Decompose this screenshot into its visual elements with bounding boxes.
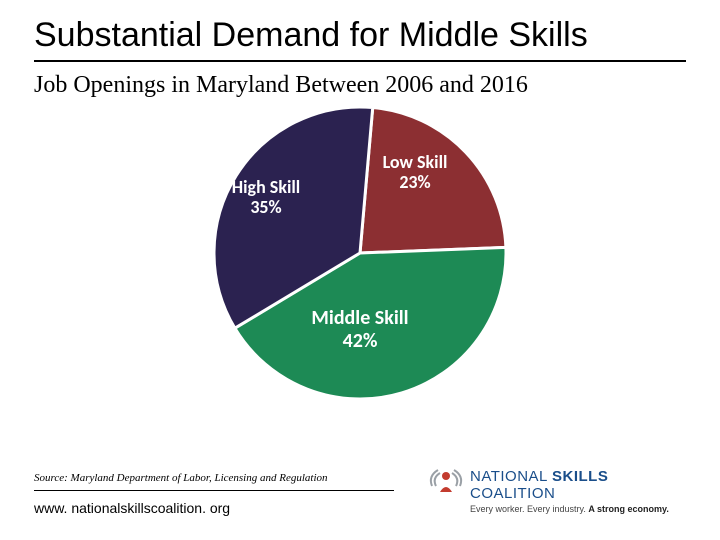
logo-body xyxy=(440,487,452,492)
logo-tag-2: Every industry. xyxy=(527,504,588,514)
pie-label-name-low: Low Skill xyxy=(355,152,475,173)
title-rule xyxy=(34,60,686,62)
footer-rule xyxy=(34,490,394,491)
pie-label-middle: Middle Skill42% xyxy=(300,307,420,353)
slide-subtitle: Job Openings in Maryland Between 2006 an… xyxy=(34,72,686,99)
slide-title: Substantial Demand for Middle Skills xyxy=(34,18,686,54)
pie-label-pct-middle: 42% xyxy=(300,330,420,353)
logo-tagline: Every worker. Every industry. A strong e… xyxy=(470,504,686,514)
logo-arc-2 xyxy=(435,473,440,486)
logo-word-2: SKILLS xyxy=(552,468,608,485)
source-citation: Source: Maryland Department of Labor, Li… xyxy=(34,472,328,484)
pie-label-low: Low Skill23% xyxy=(355,152,475,193)
pie-label-high: High Skill35% xyxy=(206,177,326,218)
pie-svg xyxy=(214,107,506,399)
pie-label-pct-low: 23% xyxy=(355,172,475,193)
pie-label-name-middle: Middle Skill xyxy=(300,307,420,330)
logo-arc-4 xyxy=(452,473,457,486)
logo-word-1: NATIONAL xyxy=(470,468,552,485)
logo-word-3: COALITION xyxy=(470,485,555,502)
pie-label-pct-high: 35% xyxy=(206,197,326,218)
footer-url: www. nationalskillscoalition. org xyxy=(34,500,230,516)
logo: NATIONAL SKILLS COALITION Every worker. … xyxy=(426,462,686,520)
slide: Substantial Demand for Middle Skills Job… xyxy=(0,0,720,540)
logo-tag-3: A strong economy. xyxy=(588,504,669,514)
pie-chart: Low Skill23% Middle Skill42% High Skill35% xyxy=(34,107,686,417)
logo-tag-1: Every worker. xyxy=(470,504,527,514)
logo-head xyxy=(442,472,450,480)
pie-label-name-high: High Skill xyxy=(206,177,326,198)
logo-text: NATIONAL SKILLS COALITION xyxy=(470,468,686,502)
logo-icon xyxy=(426,462,466,496)
